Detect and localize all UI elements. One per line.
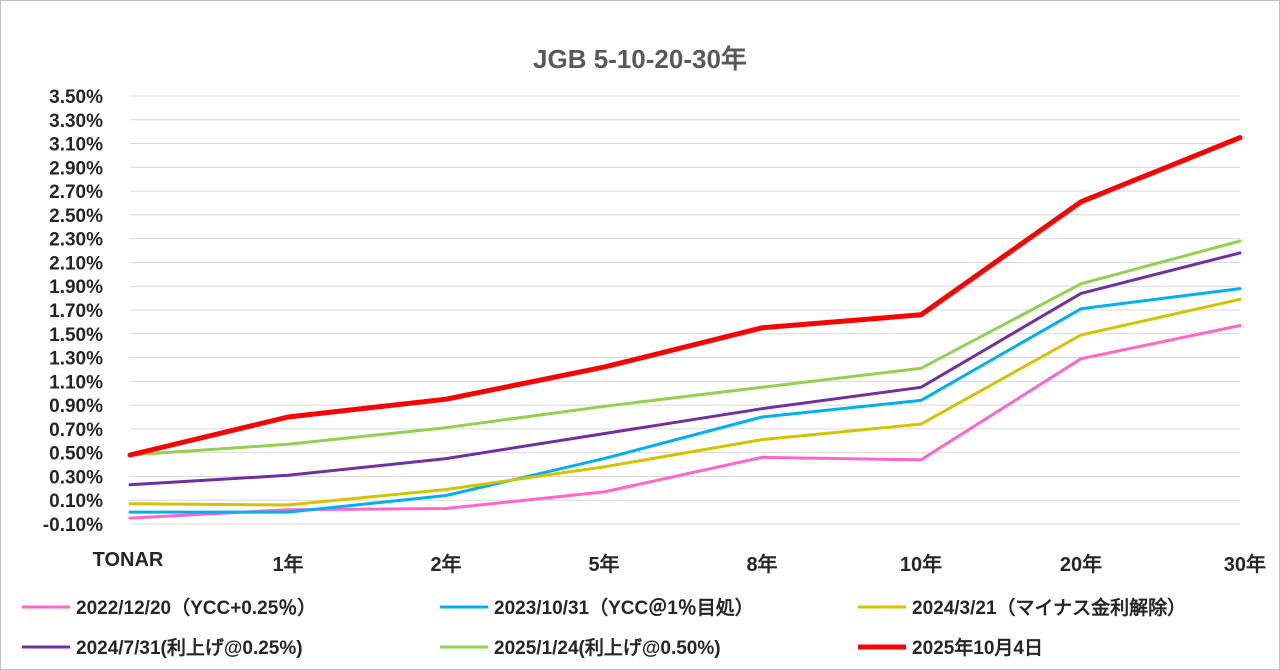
y-tick-label: 2.90% — [49, 158, 103, 179]
y-tick-label: 0.50% — [49, 444, 103, 465]
x-tick-label: 8年 — [746, 552, 777, 576]
y-tick-label: -0.10% — [43, 515, 103, 536]
y-tick-label: 0.30% — [49, 467, 103, 488]
x-tick-label: 30年 — [1224, 552, 1266, 576]
y-tick-label: 1.70% — [49, 301, 103, 322]
y-tick-label: 0.90% — [49, 396, 103, 417]
y-tick-label: 2.70% — [49, 182, 103, 203]
legend-label: 2024/7/31(利上げ@0.25%) — [76, 637, 303, 659]
series-line — [128, 287, 1242, 514]
y-tick-label: 1.50% — [49, 325, 103, 346]
y-tick-label: 1.10% — [49, 372, 103, 393]
y-tick-label: 2.30% — [49, 230, 103, 251]
legend: 2022/12/20（YCC+0.25％） 2023/10/31（YCC＠1％目処… — [22, 596, 1186, 659]
series-line — [128, 239, 1242, 457]
series-line — [128, 251, 1242, 487]
y-tick-label: 0.10% — [49, 491, 103, 512]
legend-label: 2025/1/24(利上げ@0.50%) — [494, 637, 721, 659]
x-axis-tick-labels: TONAR 1年 2年 5年 8年 10年 20年 30年 — [93, 549, 1266, 576]
legend-label: 2024/3/21（マイナス金利解除） — [912, 596, 1186, 619]
legend-label: 2025年10月4日 — [912, 636, 1043, 659]
legend-label: 2023/10/31（YCC＠1％目処） — [494, 596, 754, 619]
series-lines — [127, 135, 1243, 520]
x-tick-label: 10年 — [900, 552, 942, 576]
y-tick-label: 1.30% — [49, 349, 103, 370]
x-tick-label: 1年 — [272, 552, 303, 576]
x-tick-label: 20年 — [1060, 552, 1102, 576]
y-tick-label: 0.70% — [49, 420, 103, 441]
y-tick-label: 3.10% — [49, 135, 103, 156]
y-tick-label: 3.30% — [49, 111, 103, 132]
y-tick-label: 2.10% — [49, 253, 103, 274]
x-tick-label: 2年 — [430, 552, 461, 576]
series-line — [128, 297, 1242, 507]
y-tick-label: 2.50% — [49, 206, 103, 227]
y-axis-tick-labels: -0.10% 0.10% 0.30%0.50% 0.70% 0.90% 1.10%1.30… — [43, 87, 103, 536]
legend-label: 2022/12/20（YCC+0.25％） — [76, 596, 316, 619]
gridlines — [130, 95, 1240, 525]
chart-title: JGB 5-10-20-30年 — [533, 44, 747, 74]
y-tick-label: 1.90% — [49, 277, 103, 298]
x-tick-label: TONAR — [93, 549, 164, 571]
y-tick-label: 3.50% — [49, 87, 103, 108]
x-tick-label: 5年 — [588, 552, 619, 576]
series-line — [127, 135, 1243, 458]
